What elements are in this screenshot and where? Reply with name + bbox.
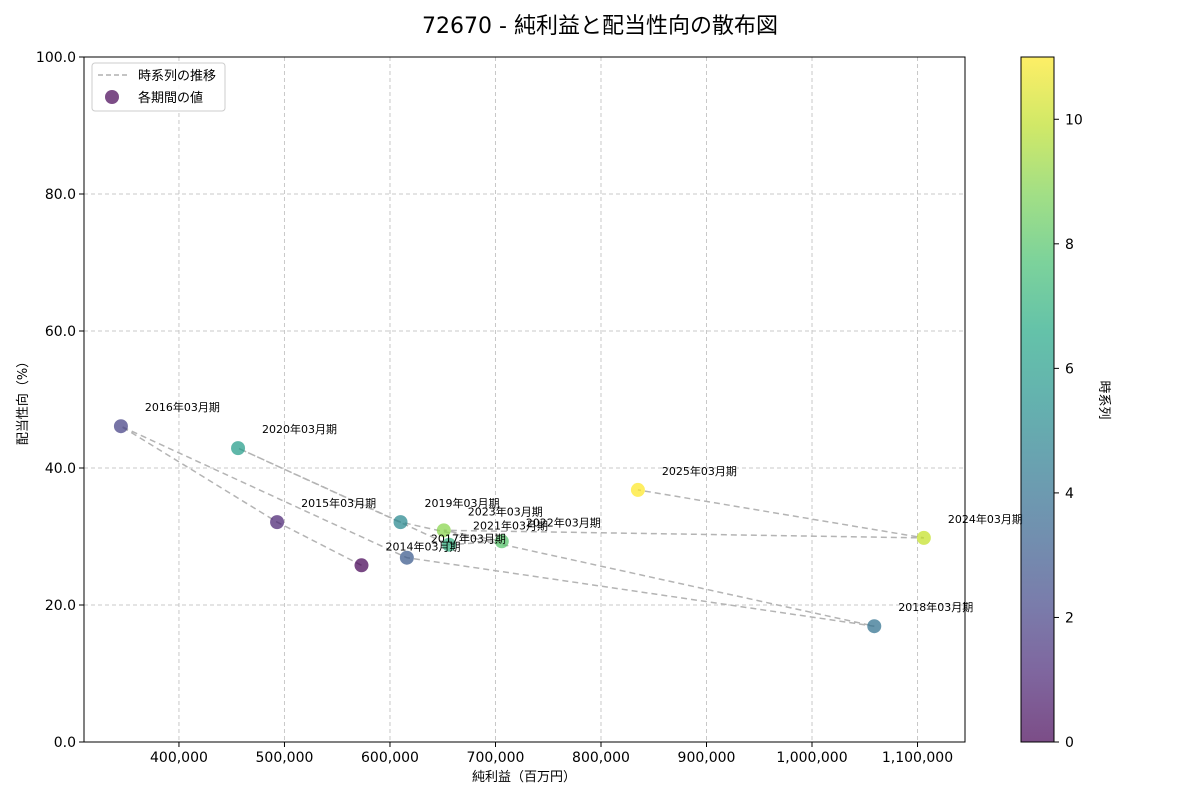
scatter-point: [442, 537, 457, 552]
point-label: 2020年03月期: [262, 422, 337, 436]
legend-entry-trend: 時系列の推移: [138, 69, 216, 84]
legend-entry-points: 各期間の値: [138, 90, 203, 106]
y-tick-label: 100.0: [36, 50, 76, 66]
x-tick-label: 900,000: [678, 750, 736, 766]
point-label: 2017年03月期: [431, 532, 506, 546]
y-tick-label: 40.0: [45, 461, 76, 477]
colorbar-label: 時系列: [1096, 380, 1111, 419]
data-points: [113, 419, 931, 634]
colorbar-tick-label: 2: [1065, 610, 1074, 626]
trend-polyline: [120, 425, 925, 627]
scatter-point: [393, 515, 408, 530]
colorbar-tick-label: 0: [1065, 735, 1074, 751]
colorbar-tick-label: 8: [1065, 237, 1074, 253]
grid: [84, 57, 965, 742]
y-tick-label: 0.0: [54, 735, 76, 751]
x-tick-label: 800,000: [572, 750, 630, 766]
x-tick-label: 400,000: [150, 750, 208, 766]
y-tick-label: 80.0: [45, 187, 76, 203]
x-tick-label: 700,000: [467, 750, 525, 766]
y-tick-label: 60.0: [45, 324, 76, 340]
plot-frame: [83, 56, 966, 743]
colorbar: 0 2 4 6 8 10 時系列: [1020, 56, 1111, 751]
colorbar-tick-label: 10: [1065, 112, 1083, 128]
colorbar-ticks: 0 2 4 6 8 10: [1054, 112, 1083, 751]
x-axis-label: 純利益（百万円）: [472, 770, 576, 785]
point-label: 2019年03月期: [425, 496, 500, 510]
legend: 時系列の推移 各期間の値: [91, 62, 226, 112]
scatter-point: [399, 550, 414, 565]
point-label: 2018年03月期: [898, 600, 973, 614]
scatter-point: [231, 441, 246, 456]
scatter-point: [630, 482, 645, 497]
colorbar-frame: [1020, 56, 1055, 743]
point-label: 2024年03月期: [948, 512, 1023, 526]
scatter-point: [354, 558, 369, 573]
point-label: 2022年03月期: [526, 515, 601, 529]
point-label: 2015年03月期: [301, 496, 376, 510]
scatter-point: [916, 530, 931, 545]
point-label: 2014年03月期: [385, 539, 460, 553]
trend-line: [120, 425, 925, 627]
colorbar-tick-label: 6: [1065, 361, 1074, 377]
x-tick-label: 1,000,000: [776, 750, 847, 766]
x-axis: 400,000 500,000 600,000 700,000 800,000 900,0…: [150, 742, 953, 766]
colorbar-tick-label: 4: [1065, 486, 1074, 502]
legend-point-swatch: [105, 90, 119, 104]
scatter-point: [494, 534, 509, 549]
point-label: 2021年03月期: [473, 519, 548, 533]
x-tick-label: 500,000: [256, 750, 314, 766]
scatter-point: [270, 515, 285, 530]
x-tick-label: 600,000: [361, 750, 419, 766]
point-label: 2016年03月期: [145, 400, 220, 414]
point-label: 2023年03月期: [468, 504, 543, 518]
point-label: 2025年03月期: [662, 464, 737, 478]
scatter-point: [867, 619, 882, 634]
y-axis-label: 配当性向（%）: [15, 355, 31, 445]
chart-title: 72670 - 純利益と配当性向の散布図: [422, 14, 778, 39]
y-axis: 0.0 20.0 40.0 60.0 80.0 100.0: [36, 50, 84, 751]
scatter-point: [436, 523, 451, 538]
scatter-point: [113, 419, 128, 434]
y-tick-label: 20.0: [45, 598, 76, 614]
point-labels: 2014年03月期 2015年03月期 2016年03月期 2017年03月期 2018…: [145, 400, 1023, 614]
colorbar-gradient: [1021, 57, 1054, 742]
x-tick-label: 1,100,000: [882, 750, 953, 766]
